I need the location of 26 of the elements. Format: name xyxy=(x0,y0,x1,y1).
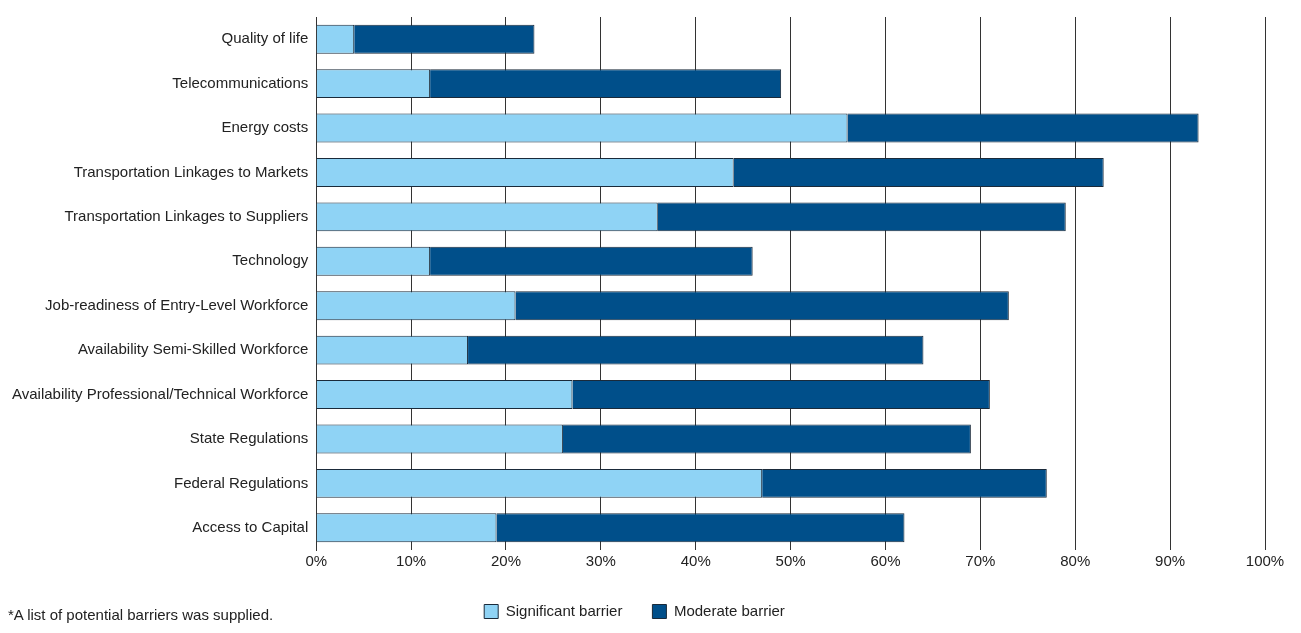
y-tick-label: Availability Professional/Technical Workforce xyxy=(11,384,309,402)
x-tick-label: 70% xyxy=(965,552,996,570)
y-tick-label: Job-readiness of Entry-Level Workforce xyxy=(45,295,309,313)
x-tick-label: 10% xyxy=(396,552,427,570)
x-tick-label: 30% xyxy=(585,552,616,570)
y-tick-label: Quality of life xyxy=(221,29,309,47)
y-tick-label: Availability Semi-Skilled Workforce xyxy=(77,340,309,358)
y-tick-label: Transportation Linkages to Markets xyxy=(73,162,309,180)
legend-label: Significant barrier xyxy=(505,601,623,619)
x-tick-label: 40% xyxy=(680,552,711,570)
text: *A list of potential barriers was supplied. xyxy=(8,606,274,623)
y-tick-label: Telecommunications xyxy=(172,73,309,91)
y-tick-label: Federal Regulations xyxy=(173,473,309,491)
x-tick-label: 50% xyxy=(775,552,806,570)
x-tick-label: 20% xyxy=(490,552,522,570)
legend-label: Moderate barrier xyxy=(673,601,785,619)
x-tick-label: 0% xyxy=(305,552,328,570)
x-tick-label: 80% xyxy=(1060,552,1091,570)
y-tick-label: Transportation Linkages to Suppliers xyxy=(64,207,309,225)
y-tick-label: Technology xyxy=(232,251,309,269)
x-tick-label: 100% xyxy=(1245,552,1285,570)
y-tick-label: Access to Capital xyxy=(192,517,309,535)
x-tick-label: 90% xyxy=(1155,552,1186,570)
y-tick-label: State Regulations xyxy=(189,429,309,447)
y-tick-label: Energy costs xyxy=(221,118,309,136)
x-tick-label: 60% xyxy=(870,552,901,570)
